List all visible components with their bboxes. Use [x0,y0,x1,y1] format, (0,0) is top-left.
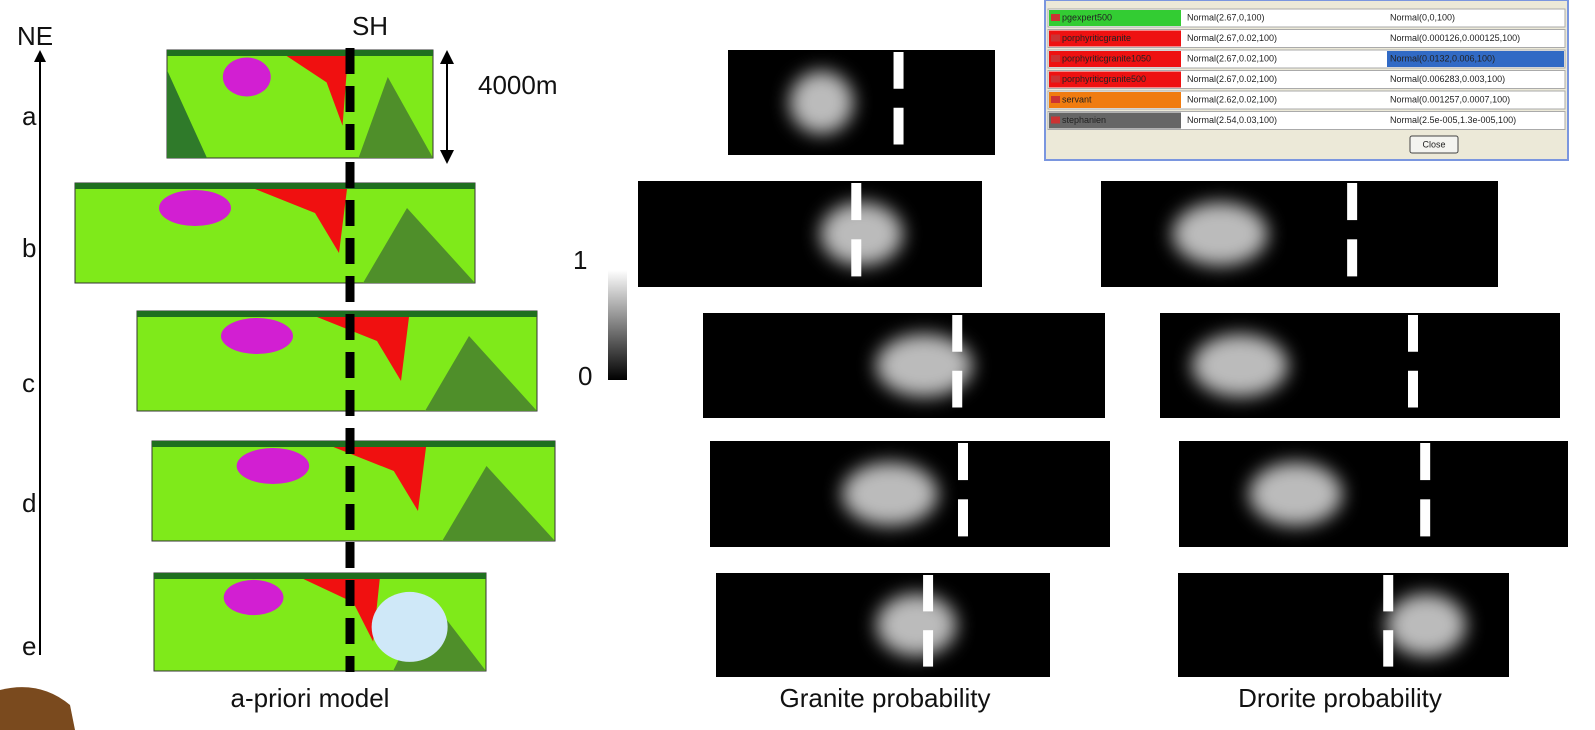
prob-blob [1172,202,1267,266]
caption: a-priori model [231,683,390,713]
row-flag [1051,96,1060,103]
prob-blob [1387,594,1466,656]
colorbar-top: 1 [573,245,587,275]
row-density: Normal(2.67,0.02,100) [1187,53,1277,63]
table-window: Close pgexpert500 Normal(2.67,0,100) Norma… [1045,0,1568,160]
prob-well [1408,371,1418,408]
row-name: stephanien [1062,115,1106,125]
prob-well [923,630,933,666]
model-top [167,50,433,56]
row-flag [1051,35,1060,42]
row-susceptibility: Normal(0.0132,0.006,100) [1390,53,1495,63]
prob-bg [638,181,982,287]
model-pink [223,58,271,97]
model-pink [237,448,310,484]
row-susceptibility: Normal(2.5e-005,1.3e-005,100) [1390,115,1516,125]
row-name: porphyriticgranite500 [1062,74,1146,84]
prob-blob [876,594,956,656]
prob-well [923,575,933,611]
arrow-head [34,50,46,62]
model-body [372,592,448,662]
row-flag [1051,14,1060,21]
row-flag [1051,76,1060,83]
row-name: servant [1062,94,1092,104]
caption: Drorite probability [1238,683,1442,713]
model-pink [221,318,293,354]
model-top [137,311,537,317]
prob-well [1383,630,1393,666]
prob-well [1408,315,1418,352]
prob-well [894,108,904,145]
prob-blob [789,71,853,134]
row-label: d [22,488,36,518]
prob-well [952,315,962,352]
row-label: b [22,233,36,263]
row-susceptibility: Normal(0.000126,0.000125,100) [1390,33,1520,43]
row-label: c [22,368,35,398]
prob-well [851,239,861,276]
row-density: Normal(2.62,0.02,100) [1187,94,1277,104]
row-flag [1051,55,1060,62]
prob-blob [820,202,903,266]
row-name: porphyriticgranite [1062,33,1131,43]
row-name: pgexpert500 [1062,12,1112,22]
row-density: Normal(2.67,0,100) [1187,12,1265,22]
prob-blob [1192,334,1288,397]
colorbar-bottom: 0 [578,361,592,391]
row-susceptibility: Normal(0,0,100) [1390,12,1455,22]
prob-well [1347,183,1357,220]
model-pink [224,580,284,615]
prob-bg [1179,441,1568,547]
colorbar [608,270,627,380]
prob-well [1383,575,1393,611]
row-label: a [22,101,37,131]
orientation-label: NE [17,21,53,51]
row-susceptibility: Normal(0.001257,0.0007,100) [1390,94,1510,104]
corner-shape [0,687,75,730]
row-susceptibility: Normal(0.006283,0.003,100) [1390,74,1505,84]
section-label: SH [352,11,388,41]
model-panels [75,50,555,671]
prob-blob [1249,462,1342,526]
prob-well [1420,443,1430,480]
model-pink [159,190,231,226]
row-flag [1051,117,1060,124]
scale-label: 4000m [478,70,558,100]
prob-well [952,371,962,408]
caption: Granite probability [780,683,991,713]
close-button-label[interactable]: Close [1422,139,1445,149]
prob-well [1420,499,1430,536]
prob-well [958,499,968,536]
model-top [75,183,475,189]
row-density: Normal(2.54,0.03,100) [1187,115,1277,125]
figure: NE SH 4000m 1 0 a-priori model Granite p… [0,0,1595,730]
prob-blob [842,462,938,526]
model-top [154,573,486,579]
row-density: Normal(2.67,0.02,100) [1187,33,1277,43]
prob-bg [728,50,995,155]
row-density: Normal(2.67,0.02,100) [1187,74,1277,84]
prob-well [851,183,861,220]
prob-bg [1101,181,1498,287]
prob-well [894,52,904,89]
row-label: e [22,631,36,661]
prob-well [1347,239,1357,276]
prob-well [958,443,968,480]
row-name: porphyriticgranite1050 [1062,53,1151,63]
